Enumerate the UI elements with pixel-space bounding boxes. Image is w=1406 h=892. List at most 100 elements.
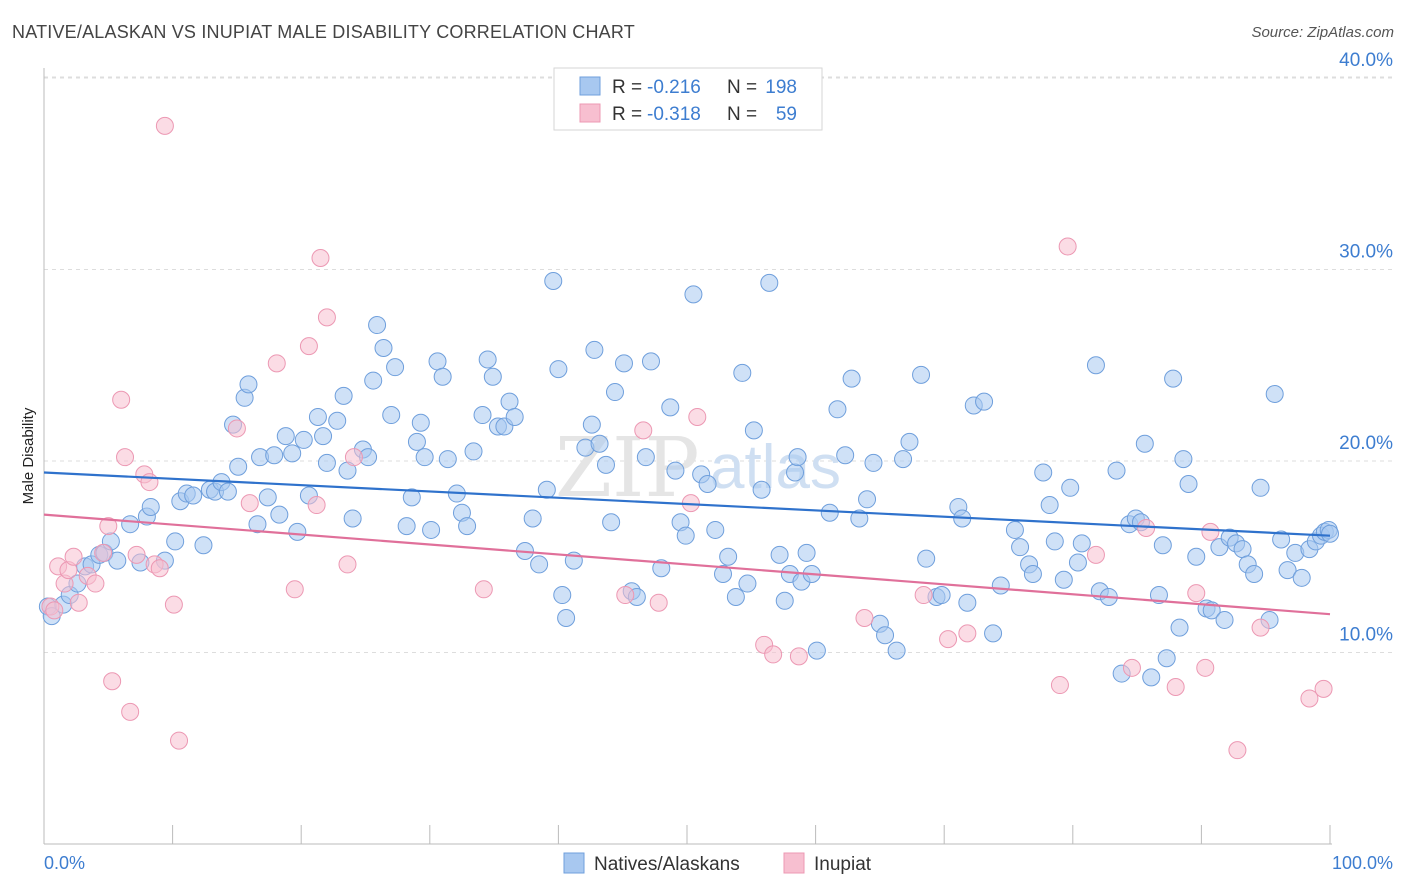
legend-n-label-1: N =	[727, 77, 757, 98]
point-inupiat-28	[307, 496, 326, 515]
point-natives-112	[775, 591, 794, 610]
legend-n-value-1: 198	[765, 77, 797, 98]
point-natives-154	[1086, 356, 1105, 375]
point-inupiat-22	[170, 731, 189, 750]
point-natives-152	[1068, 553, 1087, 572]
point-natives-57	[415, 448, 434, 467]
point-natives-121	[828, 400, 847, 419]
point-natives-77	[544, 271, 563, 290]
point-natives-141	[984, 624, 1003, 643]
y-tick-label-10: 10.0%	[1339, 625, 1393, 646]
point-inupiat-1	[45, 601, 64, 620]
point-natives-32	[265, 446, 284, 465]
point-natives-167	[1164, 369, 1183, 388]
point-inupiat-54	[1201, 522, 1220, 541]
point-natives-165	[1153, 536, 1172, 555]
bottom-legend-label-natives: Natives/Alaskans	[594, 854, 740, 875]
point-natives-71	[500, 392, 519, 411]
point-inupiat-29	[311, 249, 330, 268]
point-natives-67	[478, 350, 497, 369]
stats-legend: R = -0.216 N = 198 R = -0.318 N = 59	[553, 67, 823, 131]
bottom-legend-swatch-pink	[783, 852, 805, 874]
point-inupiat-34	[616, 586, 635, 605]
point-inupiat-46	[1058, 237, 1077, 256]
point-inupiat-13	[116, 448, 135, 467]
point-natives-95	[661, 398, 680, 417]
point-natives-135	[932, 586, 951, 605]
y-tick-label-20: 20.0%	[1339, 433, 1393, 454]
point-natives-150	[1054, 570, 1073, 589]
y-axis-title: Male Disability	[20, 407, 37, 504]
point-inupiat-5	[64, 547, 83, 566]
point-inupiat-49	[1122, 658, 1141, 677]
point-natives-131	[900, 432, 919, 451]
point-natives-123	[842, 369, 861, 388]
point-inupiat-25	[267, 354, 286, 373]
point-inupiat-14	[121, 702, 140, 721]
point-natives-130	[894, 450, 913, 469]
point-inupiat-20	[155, 116, 174, 135]
point-natives-102	[706, 520, 725, 539]
chart-title: NATIVE/ALASKAN VS INUPIAT MALE DISABILIT…	[12, 22, 635, 42]
point-natives-162	[1135, 434, 1154, 453]
point-natives-49	[368, 316, 387, 335]
point-natives-153	[1072, 534, 1091, 553]
point-natives-42	[328, 411, 347, 430]
point-natives-37	[294, 430, 313, 449]
point-natives-181	[1251, 478, 1270, 497]
point-natives-56	[411, 413, 430, 432]
point-inupiat-36	[649, 593, 668, 612]
y-tick-label-40: 40.0%	[1339, 50, 1393, 71]
point-inupiat-17	[140, 473, 159, 492]
point-natives-105	[726, 587, 745, 606]
point-natives-104	[719, 547, 738, 566]
point-natives-20	[194, 536, 213, 555]
point-natives-24	[218, 482, 237, 501]
point-inupiat-12	[112, 390, 131, 409]
point-natives-11	[121, 515, 140, 534]
point-natives-164	[1149, 586, 1168, 605]
point-natives-93	[641, 352, 660, 371]
point-natives-129	[887, 641, 906, 660]
point-inupiat-21	[164, 595, 183, 614]
trendline-inupiat	[43, 513, 1331, 616]
point-inupiat-11	[103, 672, 122, 691]
point-natives-61	[438, 450, 457, 469]
point-natives-140	[975, 392, 994, 411]
point-inupiat-26	[285, 580, 304, 599]
point-natives-171	[1187, 547, 1206, 566]
watermark-atlas: atlas	[710, 433, 841, 502]
point-inupiat-24	[240, 494, 259, 513]
point-natives-128	[876, 626, 895, 645]
point-natives-96	[666, 461, 685, 480]
x-ticks	[43, 825, 1331, 844]
point-inupiat-30	[317, 308, 336, 327]
x-tick-label-max: 100.0%	[1332, 853, 1393, 873]
point-natives-34	[276, 427, 295, 446]
point-inupiat-27	[299, 337, 318, 356]
point-natives-122	[836, 446, 855, 465]
point-natives-31	[258, 488, 277, 507]
point-natives-19	[184, 486, 203, 505]
point-natives-68	[483, 367, 502, 386]
point-natives-72	[505, 407, 524, 426]
point-natives-36	[288, 522, 307, 541]
point-natives-53	[397, 517, 416, 536]
point-natives-126	[864, 453, 883, 472]
axes	[43, 68, 1332, 845]
point-natives-43	[334, 386, 353, 405]
point-natives-54	[402, 488, 421, 507]
point-inupiat-43	[914, 586, 933, 605]
point-natives-59	[428, 352, 447, 371]
point-inupiat-56	[1251, 618, 1270, 637]
point-inupiat-32	[344, 448, 363, 467]
point-natives-149	[1045, 532, 1064, 551]
point-natives-110	[760, 273, 779, 292]
x-tick-label-min: 0.0%	[44, 853, 85, 873]
point-inupiat-19	[150, 559, 169, 578]
point-natives-114	[786, 463, 805, 482]
point-natives-111	[770, 545, 789, 564]
point-natives-157	[1107, 461, 1126, 480]
point-inupiat-57	[1300, 689, 1319, 708]
